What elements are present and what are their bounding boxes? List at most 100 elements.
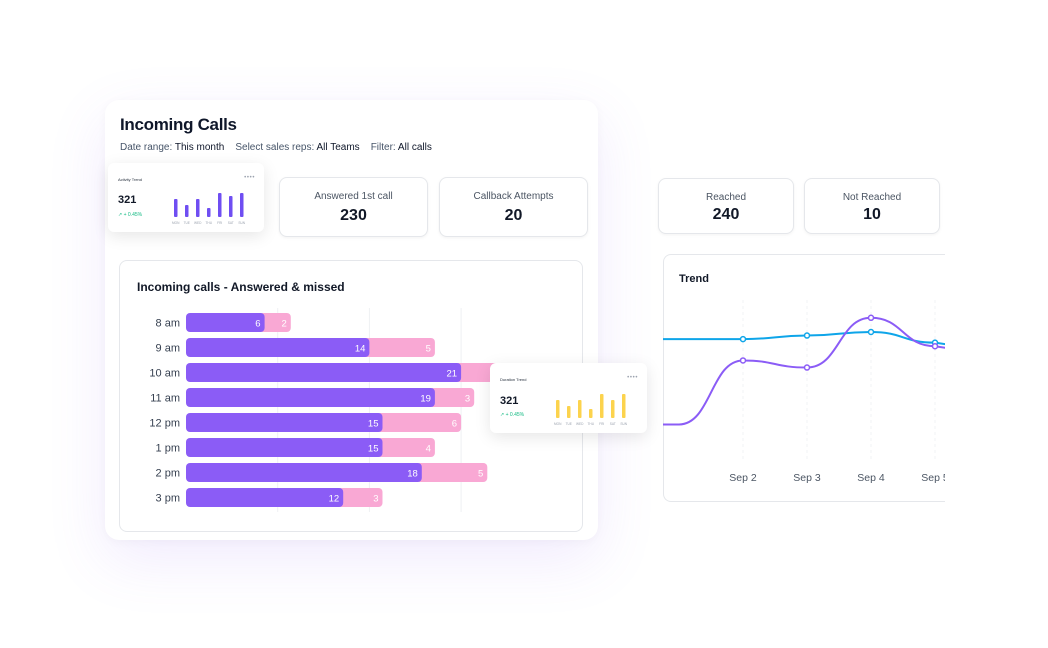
category-label: 10 am [149,368,180,380]
answered-value-label: 6 [255,319,260,330]
stat-label: Not Reached [842,192,902,203]
answered-first-call-card: Answered 1st call 230 [279,177,428,237]
mini-day-label: TUE [566,422,572,426]
answered-bar [186,463,422,482]
category-label: 9 am [156,343,180,355]
mini-card-change: ↗ + 0.45% [500,412,525,418]
activity-trend-chart: MON TUE WED THU FRI SAT SUN [172,193,246,225]
missed-value-label: 3 [373,494,378,505]
answered-value-label: 12 [329,494,340,505]
mini-bar [567,406,571,418]
reached-card: Reached 240 [658,178,794,234]
trend-title: Trend [679,273,709,285]
filter-bar: Date range: This month Select sales reps… [120,142,432,153]
stat-value: 10 [863,206,881,223]
mini-bar [218,193,222,217]
sales-reps-filter[interactable]: Select sales reps: All Teams [235,142,360,153]
mini-day-label: SUN [620,422,627,426]
trend-point [867,328,875,336]
mini-card-change: ↗ + 0.45% [118,212,143,218]
category-label: 2 pm [156,468,180,480]
mini-bar [207,208,211,217]
duration-trend-chart: MON TUE WED THU FRI SAT SUN [554,394,628,426]
mini-day-label: FRI [217,221,222,225]
trend-point [803,364,811,371]
mini-day-label: MON [172,221,180,225]
mini-day-label: WED [194,221,202,225]
trend-point [931,342,939,350]
mini-bar [611,400,615,418]
trend-point [803,332,811,339]
trend-point [867,314,875,322]
answered-bar [186,338,370,357]
missed-bar [415,463,488,482]
trend-series-line [663,330,945,346]
x-tick-label: Sep 2 [729,472,757,484]
missed-bar [258,313,291,332]
answered-value-label: 15 [368,419,379,430]
not-reached-card: Not Reached 10 [804,178,940,234]
answered-bar [186,363,462,382]
stat-value: 20 [504,207,523,224]
mini-bar [600,394,604,418]
trend-point [739,357,747,364]
x-tick-label: Sep 4 [857,472,885,484]
answered-bar [186,413,383,432]
missed-value-label: 5 [426,344,431,355]
category-label: 11 am [150,393,180,405]
mini-day-label: SAT [610,422,616,426]
trend-series-line [663,316,945,426]
stat-label: Answered 1st call [314,191,393,202]
mini-bar [622,394,626,418]
mini-bar [229,196,233,217]
category-label: 12 pm [149,418,180,430]
page-title: Incoming Calls [120,115,237,134]
answered-bar [186,488,344,507]
answered-bar [186,388,435,407]
arrow-up-right-icon: ↗ [118,212,123,218]
answered-value-label: 15 [368,444,379,455]
mini-day-label: SAT [228,221,234,225]
answered-value-label: 18 [407,469,418,480]
duration-trend-card: Duration Trend • • • • 321 ↗ + 0.45% MON… [490,363,647,433]
stat-value: 240 [712,206,740,223]
missed-value-label: 2 [282,319,287,330]
mini-card-value: 321 [500,395,519,407]
mini-bar [185,205,189,217]
answered-bar [186,313,265,332]
category-label: 8 am [156,318,180,330]
mini-bar [578,400,582,418]
mini-card-title: Duration Trend [500,377,527,382]
stat-value: 230 [340,207,367,224]
mini-day-label: SUN [238,221,245,225]
mini-day-label: FRI [599,422,604,426]
answered-missed-chart: 8 am 6 2 9 am 14 5 10 am 21 4 11 am 19 3 12 pm 15 6 1 p… [149,308,514,512]
mini-day-label: THU [587,422,594,426]
trend-chart: Sep 2 Sep 3 Sep 4 Sep 5 [663,300,945,484]
mini-bar [174,199,178,217]
answered-value-label: 19 [420,394,431,405]
mini-bar [196,199,200,217]
missed-value-label: 3 [465,394,470,405]
callback-attempts-card: Callback Attempts 20 [439,177,588,237]
mini-day-label: THU [205,221,212,225]
missed-value-label: 6 [452,419,457,430]
more-dots-icon[interactable]: • • • • [244,175,254,181]
x-tick-label: Sep 3 [793,472,821,484]
missed-value-label: 4 [426,444,431,455]
mini-card-value: 321 [118,194,137,206]
date-range-filter[interactable]: Date range: This month [120,142,225,153]
calls-filter[interactable]: Filter: All calls [370,142,432,153]
category-label: 3 pm [156,493,180,505]
missed-bar [376,413,462,432]
arrow-up-right-icon: ↗ [500,412,505,418]
missed-value-label: 5 [478,469,483,480]
missed-bar [376,438,435,457]
mini-day-label: TUE [184,221,190,225]
category-label: 1 pm [156,443,180,455]
more-dots-icon[interactable]: • • • • [627,375,637,381]
missed-bar [428,388,475,407]
trend-chart-card [663,254,945,502]
stat-label: Reached [705,192,747,203]
activity-trend-card: Activity Trend • • • • 321 ↗ + 0.45% MON… [108,163,264,232]
